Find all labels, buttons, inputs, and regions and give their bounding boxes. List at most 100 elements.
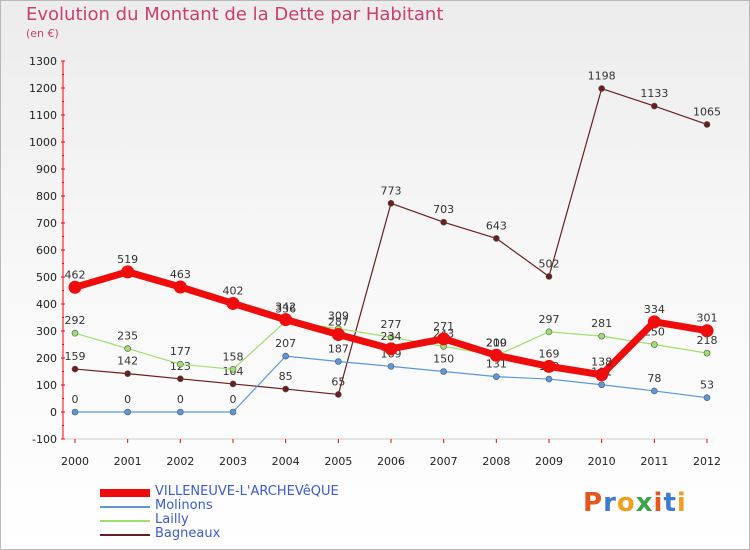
x-tick-label: 2008 [482,455,510,468]
data-point-villeneuve-l-archev-que [226,296,240,310]
logo-letter: t [663,488,677,518]
data-point-molinons [71,408,79,416]
data-point-villeneuve-l-archev-que [542,359,556,373]
data-point-villeneuve-l-archev-que [279,313,293,327]
data-label-molinons: 131 [486,358,507,371]
y-tick-label: 500 [36,271,57,284]
data-point-molinons [229,408,237,416]
data-point-bagneaux [545,273,553,280]
legend-label-molinons: Molinons [155,498,213,513]
data-label-villeneuve-l-archev-que: 463 [170,268,191,281]
y-tick-label: 600 [36,244,57,257]
data-point-lailly [177,360,184,368]
x-tick-label: 2004 [272,455,300,468]
data-label-lailly: 292 [65,314,86,327]
y-tick-label: 1300 [29,55,57,68]
data-point-bagneaux [71,365,79,373]
data-point-molinons [335,358,342,365]
data-point-villeneuve-l-archev-que [489,348,503,362]
y-tick-label: 900 [36,163,57,176]
data-point-bagneaux [703,121,711,128]
x-tick-label: 2000 [61,455,89,468]
logo-letter: i [676,488,687,518]
x-tick-label: 2005 [324,455,352,468]
y-tick-label: 300 [36,325,57,338]
data-label-bagneaux: 773 [381,184,402,197]
data-point-bagneaux [282,385,289,393]
y-tick-label: 1200 [29,82,57,95]
data-point-lailly [124,345,131,352]
legend-item-molinons: Molinons [100,498,400,514]
data-label-villeneuve-l-archev-que: 271 [433,320,454,333]
data-label-bagneaux: 85 [279,370,293,383]
data-point-molinons [124,408,131,416]
legend-item-bagneaux: Bagneaux [100,526,400,542]
data-label-bagneaux: 142 [117,355,138,368]
data-point-villeneuve-l-archev-que [437,332,451,346]
legend-item-lailly: Lailly [100,512,400,528]
x-tick-label: 2003 [219,455,247,468]
data-point-lailly [387,333,395,341]
data-label-villeneuve-l-archev-que: 210 [486,336,507,349]
legend-swatch-molinons [100,506,150,508]
y-tick-label: 1000 [29,136,57,149]
data-point-molinons [651,387,658,395]
data-label-lailly: 158 [223,350,244,363]
data-point-bagneaux [493,235,500,242]
data-label-villeneuve-l-archev-que: 402 [223,284,244,297]
data-point-villeneuve-l-archev-que [700,324,714,338]
data-label-molinons: 0 [230,393,237,406]
data-label-lailly: 177 [170,345,191,358]
data-label-molinons: 207 [275,337,296,350]
y-tick-label: 400 [36,298,57,311]
data-point-bagneaux [229,380,237,388]
data-point-bagneaux [177,375,184,383]
data-label-villeneuve-l-archev-que: 519 [117,253,138,266]
proxiti-logo: Proxiti [583,488,687,518]
y-tick-label: 800 [36,190,57,203]
data-label-villeneuve-l-archev-que: 462 [65,268,86,281]
data-label-villeneuve-l-archev-que: 287 [328,316,349,329]
data-point-lailly [598,332,605,340]
data-point-molinons [387,363,395,370]
chart-unit: (en €) [26,27,59,40]
data-label-molinons: 0 [177,393,184,406]
chart-title: Evolution du Montant de la Dette par Hab… [26,4,444,25]
data-point-villeneuve-l-archev-que [384,342,398,356]
y-tick-label: 0 [50,406,57,419]
y-tick-label: 1100 [29,109,57,122]
data-point-villeneuve-l-archev-que [173,280,187,294]
data-label-lailly: 277 [381,318,402,331]
data-label-villeneuve-l-archev-que: 138 [591,356,612,369]
data-label-villeneuve-l-archev-que: 342 [275,301,296,314]
logo-letter: P [583,488,604,518]
data-label-bagneaux: 703 [433,203,454,216]
y-tick-label: -100 [32,433,57,446]
data-point-molinons [545,375,553,383]
data-point-lailly [545,328,553,336]
data-label-bagneaux: 1065 [693,105,721,118]
legend-swatch-villeneuve [100,489,150,497]
data-point-lailly [71,329,79,337]
data-label-villeneuve-l-archev-que: 169 [539,347,560,360]
data-label-molinons: 187 [328,343,349,356]
data-point-villeneuve-l-archev-que [647,315,661,329]
data-label-bagneaux: 502 [539,257,560,270]
logo-letter: o [616,488,636,518]
data-point-bagneaux [335,391,342,398]
x-tick-label: 2002 [166,455,194,468]
data-label-bagneaux: 65 [331,375,345,388]
data-point-bagneaux [124,370,131,377]
data-label-molinons: 0 [72,393,79,406]
data-label-molinons: 53 [700,379,714,392]
legend: VILLENEUVE-L'ARCHEVêQUE Molinons Lailly … [100,484,400,542]
data-point-villeneuve-l-archev-que [331,328,345,342]
data-point-molinons [282,352,289,360]
data-point-molinons [703,394,711,401]
data-label-lailly: 297 [539,313,560,326]
data-point-molinons [493,373,500,380]
legend-label-villeneuve: VILLENEUVE-L'ARCHEVêQUE [155,484,339,499]
x-tick-label: 2011 [640,455,668,468]
x-tick-label: 2012 [693,455,721,468]
